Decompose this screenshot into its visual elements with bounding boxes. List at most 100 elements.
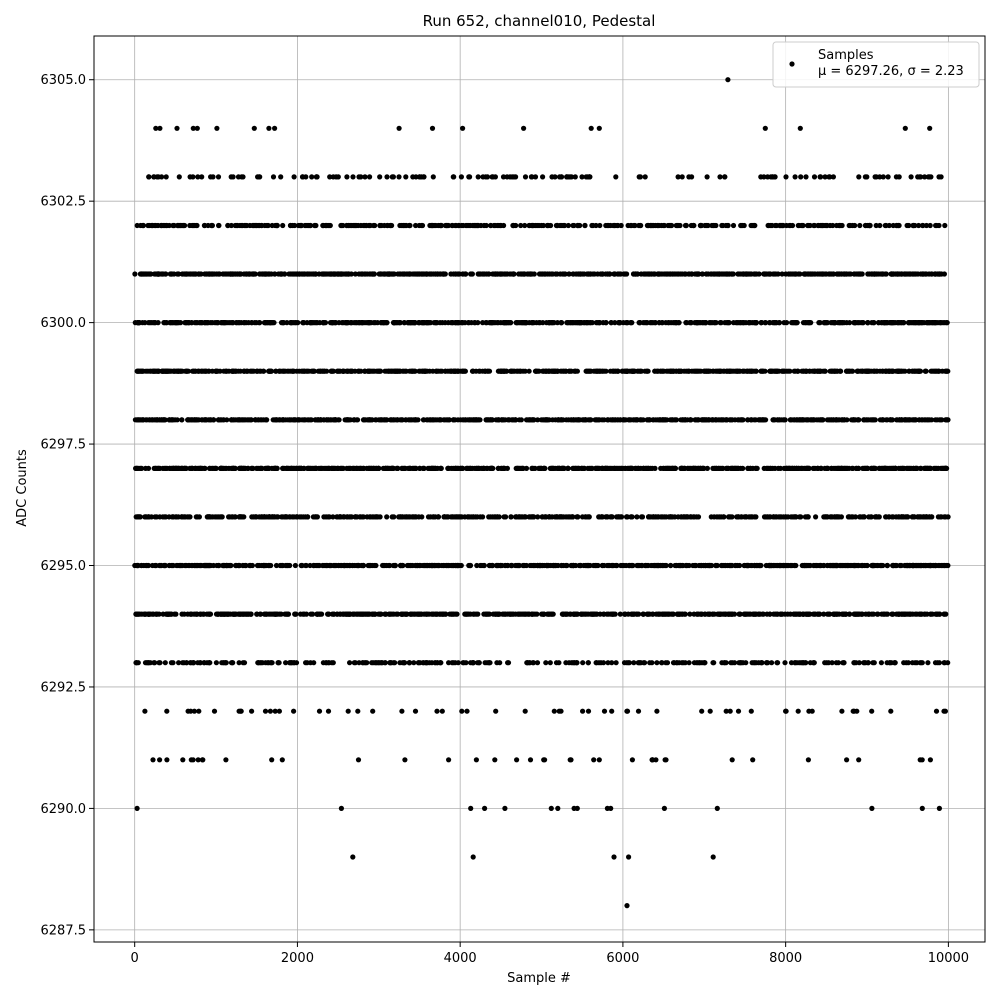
data-point <box>710 368 717 374</box>
data-point <box>486 417 492 423</box>
data-point <box>743 514 749 520</box>
data-point <box>516 417 523 423</box>
data-point <box>223 757 229 763</box>
data-point <box>530 660 537 666</box>
data-point <box>836 320 843 326</box>
data-point <box>593 611 599 617</box>
data-point <box>735 320 742 326</box>
data-point <box>356 368 362 374</box>
data-point <box>673 368 679 374</box>
data-point <box>881 320 887 326</box>
data-point <box>536 320 542 326</box>
data-point <box>854 368 860 374</box>
data-points <box>132 77 951 909</box>
data-point <box>805 757 812 763</box>
data-point <box>216 514 222 520</box>
data-point <box>312 465 318 471</box>
data-point <box>911 417 917 423</box>
data-point <box>687 611 693 617</box>
data-point <box>458 465 464 471</box>
data-point <box>920 514 926 520</box>
data-point <box>257 465 263 471</box>
data-point <box>473 757 479 763</box>
data-point <box>556 417 562 423</box>
data-point <box>269 757 275 763</box>
data-point <box>246 562 253 569</box>
data-point <box>918 562 924 569</box>
data-point <box>561 514 567 520</box>
data-point <box>678 465 684 471</box>
data-point <box>670 611 676 617</box>
data-point <box>475 417 481 423</box>
data-point <box>552 368 558 374</box>
data-point <box>315 368 321 374</box>
data-point <box>855 611 861 617</box>
data-point <box>385 465 391 471</box>
data-point <box>891 660 898 666</box>
data-point <box>723 660 729 666</box>
data-point <box>365 417 371 423</box>
data-point <box>467 562 473 569</box>
data-point <box>482 660 488 666</box>
data-point <box>916 320 923 326</box>
data-point <box>350 854 356 860</box>
data-point <box>493 417 499 423</box>
data-point <box>631 660 637 666</box>
data-point <box>547 611 553 617</box>
data-point <box>693 368 699 374</box>
data-point <box>718 514 724 520</box>
data-point <box>838 562 845 569</box>
data-point <box>166 514 172 520</box>
data-point <box>629 757 636 763</box>
data-point <box>563 562 569 569</box>
data-point <box>140 417 146 423</box>
data-point <box>865 660 871 666</box>
data-point <box>304 368 310 374</box>
data-point <box>755 562 761 569</box>
data-point <box>826 660 832 666</box>
data-point <box>433 320 439 326</box>
data-point <box>572 320 578 326</box>
data-point <box>897 417 903 423</box>
data-point <box>325 708 332 714</box>
data-point <box>452 320 459 326</box>
data-point <box>204 320 210 326</box>
data-point <box>594 465 600 471</box>
data-point <box>166 417 173 423</box>
data-point <box>186 417 192 423</box>
data-point <box>330 368 336 374</box>
data-point <box>733 368 740 374</box>
data-point <box>142 708 148 714</box>
data-point <box>257 611 263 617</box>
data-point <box>495 611 501 617</box>
data-point <box>341 514 347 520</box>
data-point <box>403 611 409 617</box>
data-point <box>856 757 862 763</box>
data-point <box>234 320 240 326</box>
data-point <box>936 805 943 812</box>
data-point <box>391 320 397 326</box>
data-point <box>464 708 470 714</box>
data-point <box>436 417 442 423</box>
data-point <box>767 514 773 520</box>
data-point <box>370 708 376 714</box>
data-point <box>589 465 595 471</box>
data-point <box>273 417 279 423</box>
data-point <box>216 562 222 569</box>
data-point <box>910 562 916 569</box>
data-point <box>189 368 196 374</box>
data-point <box>264 611 270 617</box>
data-point <box>334 465 340 471</box>
data-point <box>807 562 813 569</box>
data-point <box>340 562 346 569</box>
data-point <box>134 805 140 812</box>
data-point <box>672 514 678 520</box>
data-point <box>159 417 165 423</box>
data-point <box>523 562 530 569</box>
data-point <box>153 465 159 471</box>
data-point <box>535 514 541 520</box>
data-point <box>466 320 472 326</box>
data-point <box>750 611 756 617</box>
data-point <box>761 417 768 423</box>
data-point <box>749 514 755 520</box>
